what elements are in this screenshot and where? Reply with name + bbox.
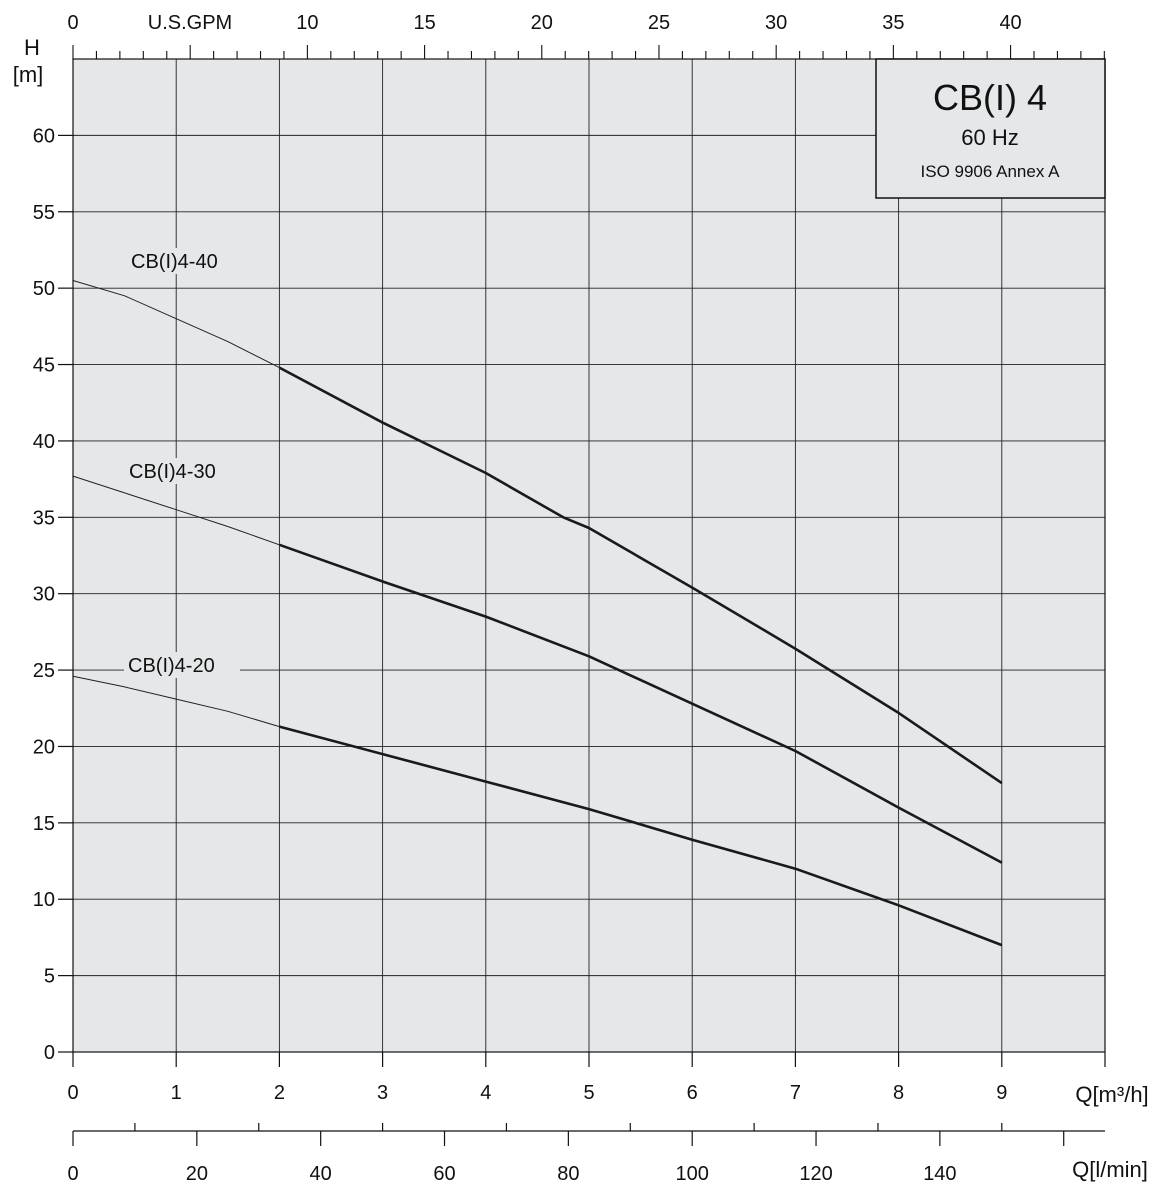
y-tick-label: 50 (33, 278, 55, 300)
y-tick-label: 20 (33, 736, 55, 758)
y-tick-label: 45 (33, 355, 55, 377)
curve-label-background (124, 652, 240, 678)
y-axis-unit: [m] (13, 62, 44, 87)
lmin-tick-label: 80 (557, 1163, 579, 1185)
x-tick-label: 8 (893, 1082, 904, 1104)
x-tick-label: 6 (687, 1082, 698, 1104)
axes (58, 45, 1106, 1146)
x-axis-title-m3h: Q[m³/h] (1075, 1082, 1148, 1107)
x-axis-title-gpm: U.S.GPM (148, 12, 232, 34)
x-tick-label: 4 (480, 1082, 491, 1104)
title-box-frame (875, 58, 1106, 199)
lmin-tick-label: 100 (676, 1163, 709, 1185)
y-tick-label: 35 (33, 507, 55, 529)
y-tick-label: 60 (33, 125, 55, 147)
y-tick-label: 40 (33, 431, 55, 453)
x-tick-label: 9 (996, 1082, 1007, 1104)
curve-label-background (125, 458, 241, 484)
lmin-tick-label: 120 (799, 1163, 832, 1185)
gpm-tick-label: 15 (413, 12, 435, 34)
y-tick-label: 30 (33, 584, 55, 606)
x-axis-title-lmin: Q[l/min] (1072, 1157, 1148, 1182)
y-tick-label: 10 (33, 889, 55, 911)
curve-label-background (127, 248, 243, 274)
curve-extrapolated-segment (72, 675, 280, 728)
y-tick-label: 15 (33, 813, 55, 835)
x-tick-label: 0 (67, 1082, 78, 1104)
gpm-tick-label: 40 (999, 12, 1021, 34)
curve-extrapolated-segment (72, 280, 280, 369)
chart-subtitle: 60 Hz (961, 125, 1018, 150)
gpm-tick-label: 35 (882, 12, 904, 34)
gpm-tick-label: 30 (765, 12, 787, 34)
x-tick-label: 7 (790, 1082, 801, 1104)
chart-title: CB(I) 4 (933, 77, 1047, 118)
lmin-tick-label: 20 (186, 1163, 208, 1185)
curve-operating-segment (278, 543, 1003, 864)
gpm-tick-label: 25 (648, 12, 670, 34)
curve-label: CB(I)4-20 (128, 655, 215, 677)
title-box: CB(I) 4 60 Hz ISO 9906 Annex A (875, 58, 1106, 199)
gpm-tick-label: 0 (67, 12, 78, 34)
gpm-tick-label: 20 (531, 12, 553, 34)
y-tick-label: 55 (33, 202, 55, 224)
x-tick-label: 1 (171, 1082, 182, 1104)
x-tick-label: 3 (377, 1082, 388, 1104)
chart-note: ISO 9906 Annex A (921, 162, 1061, 181)
y-tick-label: 0 (44, 1042, 55, 1064)
gpm-tick-label: 10 (296, 12, 318, 34)
curve-operating-segment (279, 725, 1003, 947)
curve-label: CB(I)4-40 (131, 251, 218, 273)
y-tick-label: 5 (44, 966, 55, 988)
curve-label: CB(I)4-30 (129, 461, 216, 483)
grid (73, 59, 1105, 1052)
lmin-tick-label: 0 (67, 1163, 78, 1185)
y-axis-title: H (24, 35, 40, 60)
lmin-tick-label: 60 (433, 1163, 455, 1185)
curve-extrapolated-segment (72, 475, 280, 546)
curve-operating-segment (278, 366, 1003, 785)
lmin-tick-label: 40 (310, 1163, 332, 1185)
x-tick-label: 2 (274, 1082, 285, 1104)
lmin-tick-label: 140 (923, 1163, 956, 1185)
curves (72, 280, 1003, 947)
x-tick-label: 5 (583, 1082, 594, 1104)
y-tick-label: 25 (33, 660, 55, 682)
